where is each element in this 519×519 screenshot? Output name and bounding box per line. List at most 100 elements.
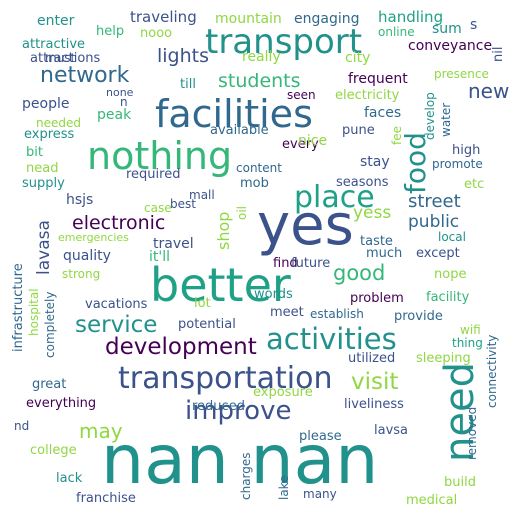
word: transport [205, 22, 363, 62]
word: stay [360, 154, 390, 170]
word: must [45, 51, 76, 65]
word: n [120, 95, 128, 109]
word: available [210, 123, 269, 138]
word: place [294, 180, 375, 215]
word: peak [97, 107, 132, 123]
word: mall [189, 188, 215, 202]
word: seen [287, 88, 316, 102]
word: hospital [27, 288, 41, 336]
word: travel [153, 236, 194, 252]
word: case [144, 201, 172, 215]
word: content [236, 161, 282, 175]
word: thing [452, 336, 483, 350]
word: frequent [348, 71, 408, 87]
word: medical [406, 493, 458, 508]
word: activities [266, 322, 397, 356]
word: problem [350, 291, 404, 306]
word: none [106, 86, 134, 99]
word: lights [157, 45, 210, 67]
word: lavasa [34, 220, 54, 275]
word: facilities [155, 92, 313, 136]
word: hsjs [66, 192, 94, 208]
word: college [30, 443, 77, 458]
word: liveliness [344, 397, 404, 412]
word: nan nan [101, 421, 379, 500]
word: supply [22, 176, 65, 191]
word: meet [270, 305, 304, 320]
word: vacations [85, 297, 148, 312]
word: public [408, 212, 460, 232]
word: completely [43, 291, 57, 359]
word: improve [185, 396, 292, 426]
word: express [24, 127, 75, 142]
word: exposure [253, 385, 313, 400]
word: street [408, 191, 461, 212]
word: presence [434, 67, 489, 81]
word: faces [364, 105, 402, 121]
word: great [32, 377, 67, 392]
word: develop [423, 92, 437, 140]
word: high [452, 143, 481, 158]
word: attractions [30, 51, 101, 66]
word: enter [37, 13, 75, 29]
word: utilized [348, 351, 396, 366]
word: lack [56, 471, 83, 486]
word: seasons [336, 175, 389, 190]
word: everything [26, 396, 97, 411]
word: city [345, 50, 371, 66]
word: taste [360, 234, 393, 249]
word: engaging [294, 11, 360, 27]
word: better [150, 258, 291, 312]
word: pune [342, 123, 375, 138]
word: find [273, 256, 298, 271]
word: yes [257, 193, 354, 258]
word: needed [36, 116, 81, 130]
word: connectivity [485, 334, 499, 408]
word: nothing [87, 134, 233, 178]
word: attractive [22, 37, 86, 52]
word: students [218, 70, 301, 92]
word: till [180, 77, 196, 92]
word: may [79, 419, 123, 443]
word: sum [432, 21, 462, 37]
word: nope [434, 267, 467, 282]
word: reduced [192, 399, 245, 414]
word: build [444, 475, 476, 490]
word: infrastructure [11, 263, 26, 352]
word: good [333, 261, 386, 285]
word: oil [235, 205, 249, 220]
word: required [126, 167, 181, 182]
word: strong [62, 267, 101, 281]
word: fee [390, 126, 404, 145]
word: provide [394, 309, 443, 324]
word: online [378, 25, 415, 39]
word: except [416, 246, 460, 261]
word: nd [14, 419, 30, 433]
word: yess [353, 203, 392, 223]
word: visit [351, 369, 399, 395]
word: wifi [460, 323, 481, 337]
word: shop [214, 211, 233, 250]
word: best [170, 197, 196, 211]
word: food [399, 132, 432, 194]
word: electricity [335, 88, 400, 103]
word: handling [378, 8, 444, 26]
word: franchise [76, 491, 136, 506]
word: traveling [130, 8, 197, 26]
word: help [96, 24, 125, 39]
word: lake [277, 475, 291, 500]
word: lavsa [374, 423, 409, 438]
word: nil [491, 46, 506, 62]
word: mob [240, 176, 269, 191]
word: s [470, 17, 478, 33]
word: promote [432, 157, 483, 171]
word: future [291, 256, 331, 271]
word: nice [298, 133, 328, 149]
word: mountain [215, 11, 282, 27]
word: emergencies [58, 231, 129, 244]
word: potential [178, 317, 236, 332]
word: removed [465, 406, 479, 460]
word: people [22, 96, 70, 112]
word: quality [63, 248, 111, 264]
